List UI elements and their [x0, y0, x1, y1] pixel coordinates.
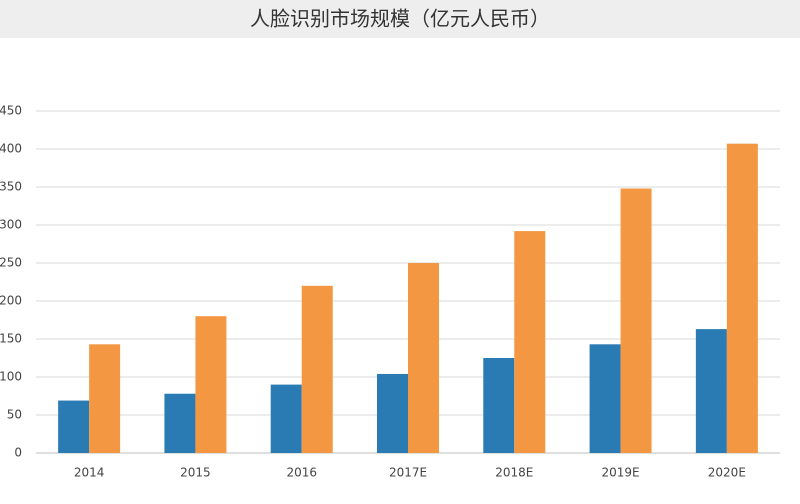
x-tick-label: 2018E [495, 466, 533, 480]
bar [195, 316, 227, 453]
bar [301, 285, 333, 453]
y-tick-label: 50 [7, 408, 22, 422]
bar [58, 400, 90, 453]
x-tick-label: 2016 [286, 466, 317, 480]
bar [377, 373, 408, 453]
x-tick-label: 2017E [389, 466, 427, 480]
y-tick-label: 200 [0, 294, 22, 308]
x-tick-label: 2015 [180, 466, 211, 480]
bar [695, 329, 727, 453]
y-tick-label: 400 [0, 142, 22, 156]
bar [483, 358, 515, 453]
y-tick-label: 150 [0, 332, 22, 346]
title-band [0, 0, 800, 38]
bar [620, 188, 652, 453]
x-tick-label: 2019E [602, 466, 640, 480]
bar [514, 231, 546, 453]
y-tick-label: 250 [0, 256, 22, 270]
bar [89, 344, 121, 453]
x-tick-label: 2014 [74, 466, 105, 480]
bar [408, 263, 439, 453]
y-tick-label: 100 [0, 370, 22, 384]
bar [726, 143, 758, 453]
y-tick-label: 450 [0, 104, 22, 118]
y-tick-label: 300 [0, 218, 22, 232]
y-tick-label: 0 [14, 446, 22, 460]
bar [270, 384, 302, 453]
y-tick-label: 350 [0, 180, 22, 194]
bar [589, 344, 621, 453]
bar [164, 393, 196, 453]
x-tick-label: 2020E [708, 466, 746, 480]
chart-title: 人脸识别市场规模（亿元人民币） [250, 7, 550, 31]
